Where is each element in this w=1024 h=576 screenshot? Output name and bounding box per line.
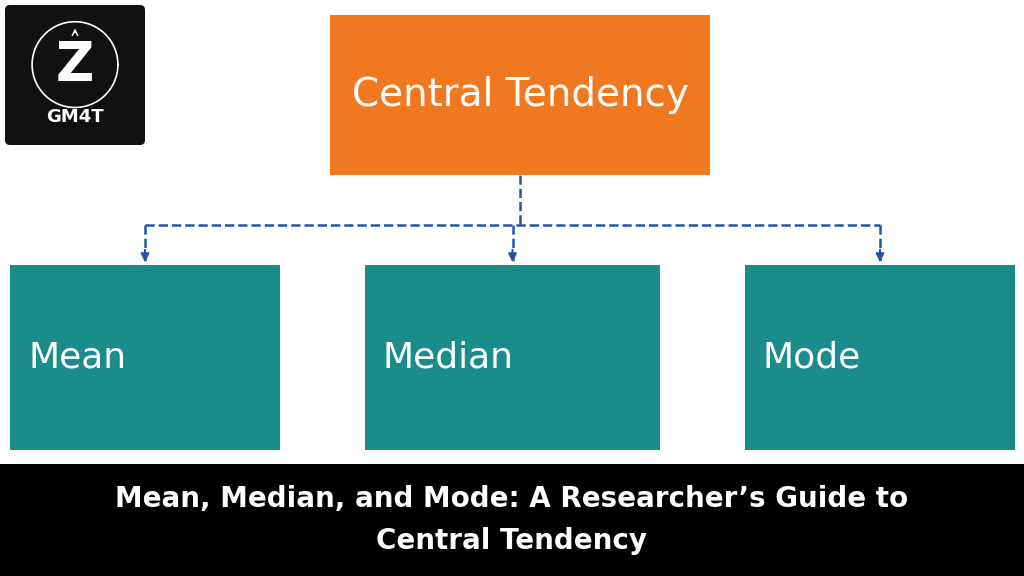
Bar	[0, 464, 1024, 576]
Bar	[330, 15, 710, 175]
Text: GM4T: GM4T	[46, 108, 103, 126]
Text: Mean, Median, and Mode: A Researcher’s Guide to
Central Tendency: Mean, Median, and Mode: A Researcher’s G…	[116, 486, 908, 555]
Bar	[745, 265, 1015, 450]
Bar	[365, 265, 660, 450]
Text: Mode: Mode	[763, 340, 861, 374]
Text: Z: Z	[56, 39, 94, 90]
Text: Central Tendency: Central Tendency	[351, 76, 688, 114]
Text: Median: Median	[383, 340, 514, 374]
FancyBboxPatch shape	[5, 5, 145, 145]
Bar	[10, 265, 280, 450]
Text: Mean: Mean	[28, 340, 126, 374]
